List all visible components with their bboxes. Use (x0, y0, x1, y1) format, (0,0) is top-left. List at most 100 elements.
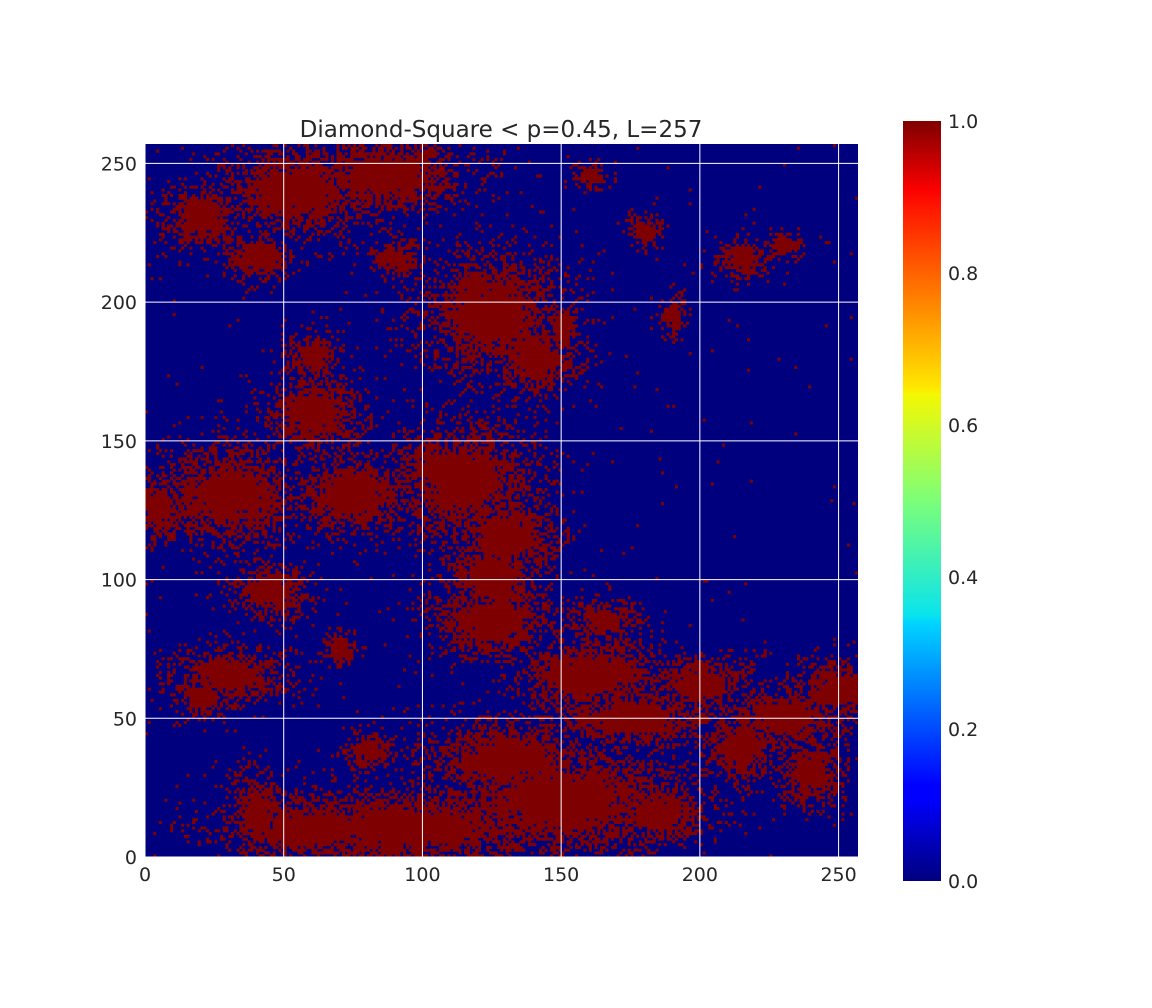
heatmap-cell-run-3570 (289, 499, 293, 503)
heatmap-cell-run-353 (727, 823, 731, 827)
heatmap-cell-run-76 (378, 848, 407, 852)
heatmap-cell-run-2786 (533, 601, 540, 605)
heatmap-cell-run-1826 (228, 696, 235, 700)
heatmap-cell-run-585 (430, 798, 440, 802)
heatmap-cell-run-1145 (777, 757, 784, 761)
heatmap-cell-run-595 (688, 798, 692, 802)
heatmap-cell-run-924 (624, 773, 634, 777)
heatmap-cell-run-2635 (411, 618, 418, 622)
heatmap-cell-run-4121 (186, 438, 190, 442)
heatmap-cell-run-3563 (538, 501, 543, 505)
heatmap-cell-run-970 (780, 771, 784, 775)
heatmap-cell-run-4920 (849, 316, 853, 320)
heatmap-cell-run-1960 (799, 687, 803, 691)
heatmap-cell-run-2177 (819, 665, 834, 669)
heatmap-cell-run-3870 (525, 463, 531, 467)
heatmap-cell-run-82 (486, 848, 490, 852)
heatmap-cell-run-1393 (541, 734, 551, 738)
heatmap-cell-run-4943 (555, 310, 562, 314)
heatmap-cell-run-50 (464, 851, 470, 855)
heatmap-cell-run-3638 (555, 490, 559, 494)
heatmap-cell-run-4691 (419, 352, 423, 356)
heatmap-cell-run-2854 (427, 593, 432, 597)
heatmap-cell-run-3710 (300, 479, 309, 483)
heatmap-cell-run-1107 (655, 759, 659, 763)
heatmap-cell-run-4418 (538, 393, 543, 397)
heatmap-cell-run-2738 (597, 607, 601, 611)
heatmap-cell-run-1055 (411, 762, 420, 766)
heatmap-cell-run-2596 (269, 623, 273, 628)
heatmap-cell-run-2570 (538, 629, 543, 633)
heatmap-cell-run-4194 (300, 429, 309, 433)
heatmap-cell-run-410 (691, 815, 695, 819)
heatmap-cell-run-1512 (735, 726, 753, 730)
heatmap-cell-run-3326 (267, 524, 271, 528)
heatmap-cell-run-3620 (169, 490, 176, 494)
heatmap-cell-run-1895 (158, 690, 165, 694)
heatmap-cell-run-1849 (688, 696, 703, 700)
heatmap-cell-run-4720 (575, 349, 579, 353)
heatmap-cell-run-1817 (727, 698, 734, 702)
heatmap-cell-run-3173 (150, 537, 157, 542)
heatmap-cell-run-1389 (508, 734, 512, 738)
heatmap-cell-run-2739 (602, 607, 606, 611)
heatmap-cell-run-1547 (816, 723, 834, 727)
heatmap-cell-run-1589 (669, 718, 676, 722)
heatmap-cell-run-1304 (772, 743, 776, 747)
heatmap-cell-run-4584 (494, 368, 498, 372)
heatmap-cell-run-3704 (172, 479, 176, 483)
heatmap-cell-run-4505 (469, 379, 473, 383)
heatmap-cell-run-1288 (569, 743, 576, 747)
heatmap-cell-run-950 (464, 771, 473, 775)
heatmap-cell-run-88 (550, 848, 556, 852)
heatmap-cell-run-2636 (427, 618, 432, 622)
heatmap-cell-run-4585 (502, 368, 509, 372)
heatmap-cell-run-4307 (497, 415, 501, 419)
heatmap-cell-run-725 (783, 790, 795, 794)
heatmap-cell-run-3109 (231, 546, 240, 550)
heatmap-cell-run-3968 (183, 451, 187, 456)
heatmap-cell-run-1584 (513, 718, 520, 722)
heatmap-cell-run-1603 (217, 715, 221, 719)
heatmap-cell-run-4016 (297, 449, 301, 453)
heatmap-cell-run-4140 (538, 438, 543, 442)
heatmap-cell-run-4328 (386, 410, 390, 414)
heatmap-cell-run-4894 (433, 318, 437, 322)
heatmap-cell-run-4759 (500, 343, 506, 347)
heatmap-cell-run-4132 (414, 438, 420, 442)
heatmap-cell-run-2375 (214, 648, 223, 652)
heatmap-cell-run-3437 (147, 512, 171, 517)
heatmap-cell-run-2380 (294, 648, 298, 652)
heatmap-cell-run-975 (841, 771, 845, 775)
heatmap-cell-run-1136 (594, 757, 598, 761)
heatmap-cell-run-2200 (666, 662, 670, 666)
heatmap-cell-run-1724 (416, 704, 420, 708)
heatmap-cell-run-2706 (555, 610, 559, 614)
heatmap-cell-run-4666 (777, 357, 781, 361)
heatmap-cell-run-2806 (419, 598, 423, 603)
heatmap-cell-run-2222 (264, 660, 279, 664)
heatmap-cell-run-1652 (844, 712, 848, 716)
heatmap-cell-run-2358 (566, 651, 573, 655)
heatmap-cell-run-4614 (575, 365, 581, 370)
heatmap-cell-run-4389 (525, 399, 529, 403)
heatmap-cell-run-291 (214, 829, 221, 833)
heatmap-cell-run-1774 (638, 701, 648, 705)
heatmap-cell-run-2528 (513, 635, 534, 639)
heatmap-cell-run-3332 (341, 524, 346, 528)
heatmap-cell-run-4961 (633, 307, 637, 311)
heatmap-cell-run-2066 (683, 676, 726, 680)
heatmap-cell-run-397 (242, 815, 273, 819)
heatmap-cell-run-3210 (297, 535, 301, 539)
heatmap-cell-run-2073 (810, 676, 817, 680)
heatmap-cell-run-4896 (452, 318, 523, 322)
heatmap-cell-run-4056 (416, 446, 423, 450)
heatmap-cell-run-1952 (666, 687, 673, 691)
heatmap-cell-run-4828 (666, 332, 670, 336)
heatmap-cell-run-3364 (322, 521, 329, 525)
heatmap-cell-run-1882 (655, 693, 659, 697)
heatmap-cell-run-2755 (516, 604, 520, 608)
heatmap-cell-run-4639 (455, 360, 459, 364)
heatmap-cell-run-91 (583, 848, 587, 852)
heatmap-cell-run-3002 (513, 565, 526, 569)
